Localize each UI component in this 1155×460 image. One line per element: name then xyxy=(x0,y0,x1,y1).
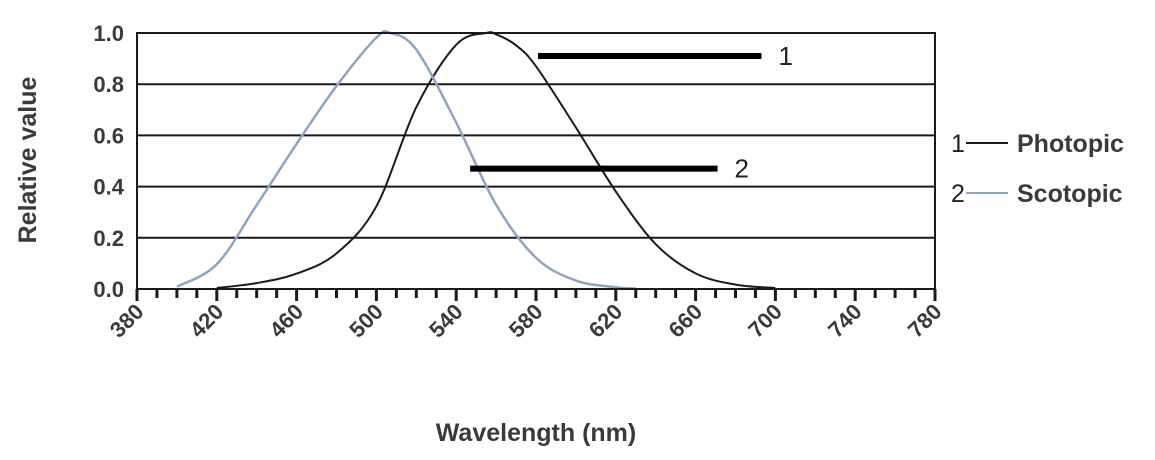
legend-label: Photopic xyxy=(1017,130,1124,158)
x-tick-label: 660 xyxy=(663,299,707,343)
x-axis-title: Wavelength (nm) xyxy=(436,419,636,447)
y-tick-label: 0.0 xyxy=(93,277,124,302)
x-tick-label: 460 xyxy=(264,299,308,343)
legend-label: Scotopic xyxy=(1017,180,1123,208)
x-tick-label: 540 xyxy=(424,299,468,343)
y-tick-label: 0.6 xyxy=(93,123,124,148)
legend: 1 Photopic 2 Scotopic xyxy=(951,130,1124,208)
x-tick-label: 780 xyxy=(903,299,947,343)
x-tick-label: 380 xyxy=(105,299,149,343)
x-tick-label: 420 xyxy=(185,299,229,343)
legend-number: 1 xyxy=(951,130,965,158)
y-axis-title: Relative value xyxy=(14,77,42,244)
x-tick-label: 620 xyxy=(584,299,628,343)
y-tick-label: 0.2 xyxy=(93,226,124,251)
x-axis-ticks xyxy=(135,289,937,301)
series-layer xyxy=(176,30,776,290)
series-line-photopic xyxy=(216,31,776,289)
callout-number: 1 xyxy=(778,41,792,71)
x-tick-label: 740 xyxy=(823,299,867,343)
callouts: 12 xyxy=(470,41,793,184)
x-tick-label: 700 xyxy=(743,299,787,343)
x-tick-labels: 380 420 460 500 540 580 620 660 700 740 780 xyxy=(105,299,947,343)
x-tick-label: 580 xyxy=(504,299,548,343)
series-line-scotopic xyxy=(176,30,636,290)
plot-frame xyxy=(136,32,936,290)
y-tick-label: 0.8 xyxy=(93,72,124,97)
legend-number: 2 xyxy=(951,180,965,208)
y-tick-labels: 0.0 0.2 0.4 0.6 0.8 1.0 xyxy=(93,21,124,302)
grid-lines xyxy=(137,32,935,290)
callout-number: 2 xyxy=(735,154,749,184)
y-tick-label: 0.4 xyxy=(93,175,124,200)
x-tick-label: 500 xyxy=(344,299,388,343)
y-tick-label: 1.0 xyxy=(93,21,124,46)
